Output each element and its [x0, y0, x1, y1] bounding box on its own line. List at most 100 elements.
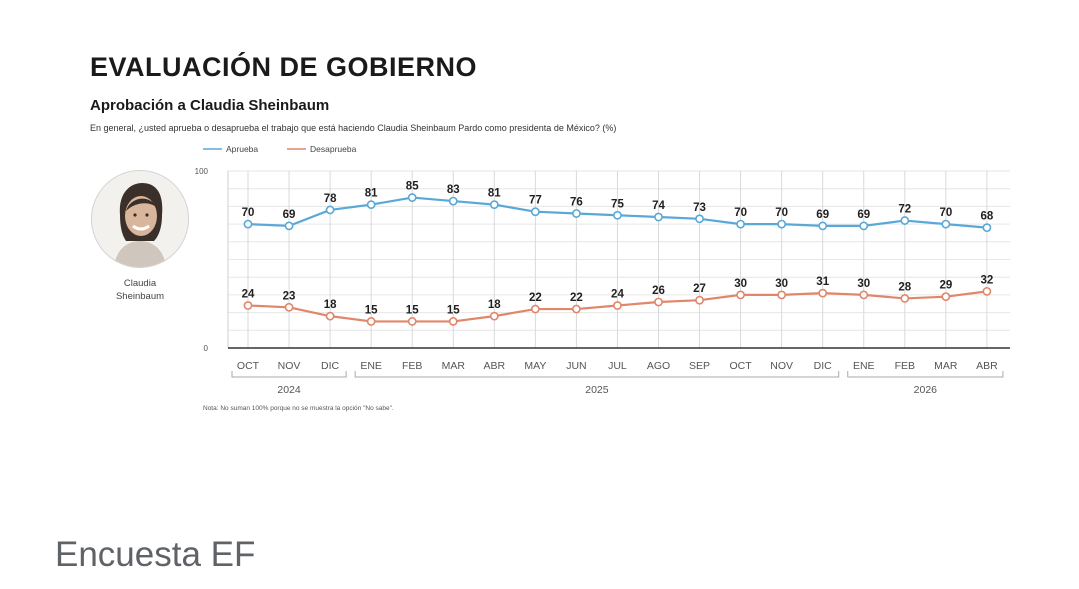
data-label-desaprueba: 18: [324, 299, 337, 311]
data-label-aprueba: 69: [816, 209, 829, 221]
data-point-aprueba: [777, 219, 787, 229]
data-point-desaprueba: [407, 317, 417, 326]
data-label-desaprueba: 30: [775, 278, 788, 290]
data-point-aprueba: [982, 223, 992, 233]
legend-label-desaprueba: Desaprueba: [310, 144, 357, 154]
data-label-aprueba: 77: [529, 195, 542, 207]
data-label-desaprueba: 28: [898, 281, 911, 293]
data-point-aprueba: [900, 216, 910, 225]
data-point-desaprueba: [777, 290, 787, 300]
data-point-aprueba: [695, 214, 704, 224]
data-label-desaprueba: 22: [570, 292, 583, 304]
data-point-aprueba: [818, 221, 828, 231]
data-label-desaprueba: 27: [693, 283, 706, 295]
chart-note: Nota: No suman 100% porque no se muestra…: [203, 405, 394, 412]
x-tick-label: SEP: [689, 360, 710, 372]
data-label-aprueba: 70: [775, 207, 788, 219]
x-tick-label: ABR: [976, 360, 998, 372]
data-point-aprueba: [407, 193, 417, 202]
portrait-icon: [92, 171, 188, 267]
data-label-aprueba: 85: [406, 181, 419, 193]
data-label-aprueba: 70: [734, 207, 747, 219]
data-point-desaprueba: [448, 317, 458, 326]
year-bracket: [354, 371, 840, 378]
page-title: EVALUACIÓN DE GOBIERNO: [90, 52, 478, 82]
x-tick-label: FEB: [402, 360, 422, 372]
data-point-desaprueba: [325, 311, 335, 321]
x-tick-label: FEB: [895, 360, 915, 372]
data-label-desaprueba: 30: [734, 278, 747, 290]
x-tick-label: AGO: [647, 360, 670, 372]
x-tick-label: ENE: [360, 360, 382, 372]
data-point-aprueba: [448, 196, 458, 206]
data-label-desaprueba: 26: [652, 285, 665, 297]
data-label-desaprueba: 30: [857, 278, 870, 290]
data-label-desaprueba: 24: [611, 289, 624, 301]
x-tick-label: OCT: [237, 360, 260, 372]
person-label: Claudia Sheinbaum: [100, 277, 180, 303]
data-point-desaprueba: [243, 301, 253, 310]
data-label-aprueba: 81: [488, 188, 501, 200]
data-label-aprueba: 76: [570, 196, 583, 208]
y-tick-label: 0: [204, 344, 209, 353]
year-bracket: [847, 371, 1004, 378]
data-label-desaprueba: 15: [447, 304, 460, 316]
data-point-desaprueba: [284, 302, 294, 312]
data-point-aprueba: [284, 221, 294, 231]
year-label: 2026: [914, 384, 938, 396]
data-point-desaprueba: [900, 294, 910, 303]
data-label-desaprueba: 15: [406, 304, 419, 316]
data-label-desaprueba: 23: [283, 290, 296, 302]
data-point-aprueba: [613, 210, 622, 220]
x-tick-label: MAR: [934, 360, 958, 372]
data-point-desaprueba: [366, 317, 376, 326]
data-point-aprueba: [325, 205, 335, 215]
person-name-last: Sheinbaum: [115, 291, 165, 302]
data-label-aprueba: 75: [611, 198, 624, 210]
x-tick-label: MAR: [442, 360, 466, 372]
data-point-desaprueba: [530, 304, 540, 314]
chart-subtitle: Aprobación a Claudia Sheinbaum: [90, 97, 330, 114]
x-tick-label: ABR: [484, 360, 506, 372]
data-point-aprueba: [654, 212, 663, 222]
data-point-aprueba: [530, 207, 540, 217]
data-label-aprueba: 70: [242, 207, 255, 219]
legend-label-aprueba: Aprueba: [226, 144, 258, 154]
data-label-aprueba: 69: [857, 209, 870, 221]
data-point-desaprueba: [489, 311, 499, 321]
x-tick-label: ENE: [853, 360, 875, 372]
data-label-aprueba: 73: [693, 202, 706, 214]
year-label: 2025: [585, 384, 609, 396]
data-label-desaprueba: 15: [365, 304, 378, 316]
data-point-aprueba: [736, 219, 745, 229]
x-tick-label: MAY: [524, 360, 546, 372]
y-tick-label: 100: [195, 167, 209, 176]
year-label: 2024: [277, 384, 301, 396]
data-point-aprueba: [572, 209, 581, 218]
data-label-aprueba: 69: [283, 209, 296, 221]
data-point-desaprueba: [859, 290, 869, 300]
data-label-desaprueba: 22: [529, 292, 542, 304]
data-label-aprueba: 81: [365, 188, 378, 200]
x-tick-label: JUN: [566, 360, 586, 372]
data-point-desaprueba: [572, 304, 581, 314]
footer-caption: Encuesta EF: [55, 535, 256, 574]
x-tick-label: DIC: [814, 360, 833, 372]
data-label-desaprueba: 29: [939, 280, 952, 292]
data-point-aprueba: [489, 200, 499, 210]
data-label-aprueba: 83: [447, 184, 460, 196]
x-tick-label: OCT: [730, 360, 753, 372]
x-tick-label: NOV: [770, 360, 793, 372]
chart-question: En general, ¿usted aprueba o desaprueba …: [90, 123, 617, 133]
data-label-aprueba: 74: [652, 200, 665, 212]
x-tick-label: NOV: [278, 360, 301, 372]
data-label-aprueba: 70: [939, 207, 952, 219]
data-point-aprueba: [243, 219, 253, 229]
data-point-desaprueba: [982, 286, 992, 296]
data-label-desaprueba: 24: [242, 289, 255, 301]
data-label-desaprueba: 32: [981, 274, 994, 286]
data-point-desaprueba: [736, 290, 745, 300]
data-point-desaprueba: [613, 301, 622, 310]
data-point-aprueba: [859, 221, 869, 231]
